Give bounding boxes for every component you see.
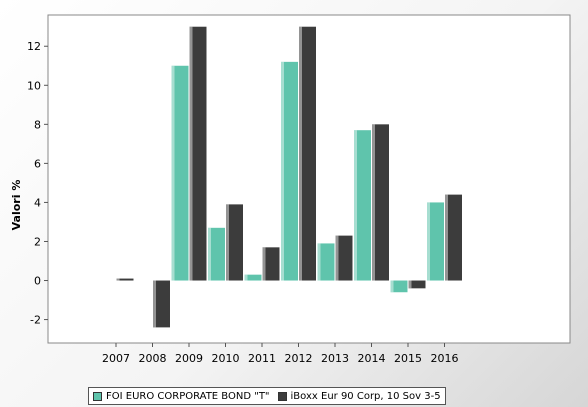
bar-series-2	[335, 235, 353, 281]
bar-highlight-series-1	[317, 243, 321, 281]
legend-label-series-1: FOI EURO CORPORATE BOND "T"	[106, 390, 270, 402]
legend-item-series-1: FOI EURO CORPORATE BOND "T"	[93, 391, 270, 402]
bar-highlight-series-2	[262, 247, 266, 281]
bar-series-1	[281, 61, 298, 281]
bar-highlight-series-2	[445, 194, 448, 281]
bar-highlight-series-1	[171, 65, 175, 281]
x-tick-label: 2016	[431, 352, 459, 365]
bar-highlight-series-2	[153, 280, 156, 328]
legend: FOI EURO CORPORATE BOND "T" iBoxx Eur 90…	[88, 387, 446, 405]
y-tick-label: 6	[34, 157, 41, 170]
bar-highlight-series-2	[335, 235, 339, 281]
bar-highlight-series-2	[372, 124, 375, 281]
bar-highlight-series-2	[116, 278, 120, 281]
bar-series-2	[445, 194, 462, 281]
y-tick-label: 0	[34, 275, 41, 288]
legend-label-series-2: iBoxx Eur 90 Corp, 10 Sov 3-5	[290, 390, 441, 402]
bar-series-1	[171, 65, 189, 281]
y-tick-label: 8	[34, 118, 41, 131]
bar-series-2	[299, 26, 316, 281]
legend-item-series-2: iBoxx Eur 90 Corp, 10 Sov 3-5	[277, 390, 441, 402]
x-tick-label: 2013	[321, 352, 349, 365]
bar-series-1	[317, 243, 335, 281]
x-tick-label: 2007	[102, 352, 130, 365]
y-tick-label: 4	[34, 196, 41, 209]
y-axis-label: Valori %	[10, 180, 23, 231]
y-tick-label: 12	[27, 40, 41, 53]
x-tick-label: 2009	[175, 352, 203, 365]
bar-highlight-series-1	[244, 274, 248, 281]
y-tick-label: 2	[34, 235, 41, 248]
bar-series-2	[372, 124, 389, 281]
x-tick-label: 2011	[248, 352, 276, 365]
x-tick-label: 2008	[139, 352, 167, 365]
bar-highlight-series-1	[354, 130, 357, 281]
bar-series-1	[354, 130, 371, 281]
bar-series-2	[189, 26, 207, 281]
bar-highlight-series-1	[390, 280, 394, 293]
legend-swatch-series-1	[93, 391, 102, 401]
x-tick-label: 2012	[285, 352, 313, 365]
bar-highlight-series-2	[299, 26, 302, 281]
bar-highlight-series-2	[408, 280, 412, 289]
bar-highlight-series-1	[281, 61, 284, 281]
bar-series-1	[244, 274, 262, 281]
x-tick-label: 2010	[212, 352, 240, 365]
bar-series-2	[153, 280, 170, 328]
bar-highlight-series-2	[189, 26, 193, 281]
bar-series-2	[116, 278, 134, 281]
bar-highlight-series-1	[427, 202, 430, 281]
bar-series-1	[390, 280, 408, 293]
y-tick-label: 10	[27, 79, 41, 92]
bar-series-2	[262, 247, 280, 281]
bar-series-2	[408, 280, 426, 289]
x-tick-label: 2014	[358, 352, 386, 365]
bar-highlight-series-2	[226, 204, 229, 281]
bar-series-1	[427, 202, 444, 281]
legend-swatch-series-2	[277, 391, 287, 401]
x-tick-label: 2015	[394, 352, 422, 365]
bar-series-1	[208, 227, 225, 281]
bar-series-2	[226, 204, 243, 281]
chart-svg: Valori % -2 0 2 4 6 8 10 12 2007 2008 2009 2010 2011…	[10, 14, 571, 365]
y-tick-label: -2	[30, 314, 41, 327]
bar-highlight-series-1	[208, 227, 211, 281]
